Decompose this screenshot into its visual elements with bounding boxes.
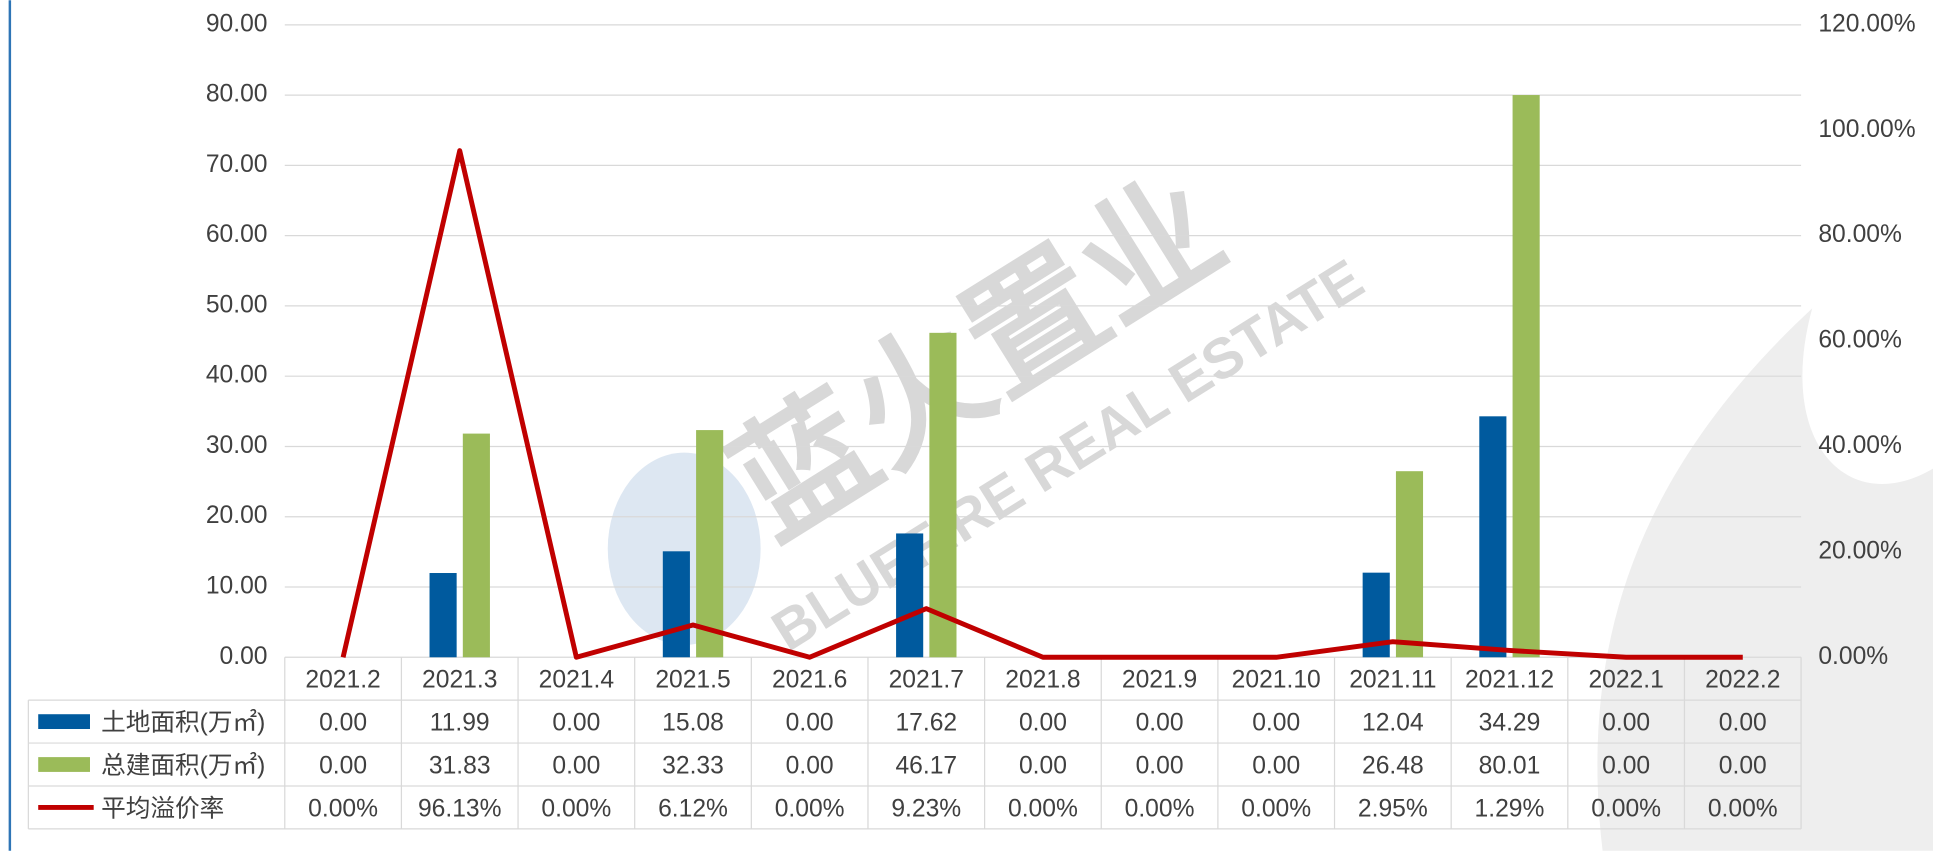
y-tick-label: 20.00	[206, 502, 268, 529]
legend-label: 土地面积(万㎡)	[101, 709, 265, 737]
y2-tick-label: 100.00%	[1818, 116, 1915, 143]
x-tick-label: 2021.10	[1232, 667, 1321, 694]
table-value: 9.23%	[891, 795, 961, 822]
table-value: 0.00%	[308, 795, 378, 822]
table-value: 0.00	[1019, 710, 1067, 737]
x-tick-label: 2021.6	[772, 667, 847, 694]
y-tick-label: 0.00	[220, 643, 268, 670]
table-value: 0.00%	[541, 795, 611, 822]
y2-tick-label: 20.00%	[1818, 537, 1902, 564]
table-value: 0.00	[1719, 752, 1767, 779]
legend-label: 总建面积(万㎡)	[101, 751, 265, 779]
y2-tick-label: 60.00%	[1818, 327, 1902, 354]
x-tick-label: 2021.12	[1465, 667, 1554, 694]
x-tick-label: 2021.5	[655, 667, 730, 694]
table-value: 0.00	[552, 752, 600, 779]
legend-label: 平均溢价率	[101, 794, 224, 822]
y-tick-label: 90.00	[206, 10, 268, 37]
table-value: 80.01	[1479, 752, 1541, 779]
bar	[696, 430, 723, 657]
table-value: 0.00%	[1241, 795, 1311, 822]
table-value: 0.00	[1252, 710, 1300, 737]
y2-tick-label: 40.00%	[1818, 432, 1902, 459]
legend-swatch	[38, 757, 90, 772]
table-value: 0.00%	[1125, 795, 1195, 822]
y-tick-label: 50.00	[206, 291, 268, 318]
x-tick-label: 2021.9	[1122, 667, 1197, 694]
table-value: 31.83	[429, 752, 491, 779]
table-value: 96.13%	[418, 795, 502, 822]
table-value: 0.00	[552, 710, 600, 737]
bar	[1513, 95, 1540, 657]
table-value: 0.00	[1602, 710, 1650, 737]
table-value: 0.00	[1019, 752, 1067, 779]
y2-tick-label: 80.00%	[1818, 221, 1902, 248]
y-tick-label: 70.00	[206, 151, 268, 178]
table-value: 46.17	[895, 752, 957, 779]
x-tick-label: 2021.11	[1349, 667, 1436, 694]
table-value: 0.00	[1136, 752, 1184, 779]
table-value: 34.29	[1479, 710, 1541, 737]
x-tick-label: 2022.2	[1705, 667, 1780, 694]
table-value: 0.00	[319, 752, 367, 779]
table-value: 0.00%	[1008, 795, 1078, 822]
x-tick-label: 2021.3	[422, 667, 497, 694]
table-value: 0.00	[1136, 710, 1184, 737]
table-value: 17.62	[895, 710, 957, 737]
table-value: 0.00%	[1591, 795, 1661, 822]
table-value: 32.33	[662, 752, 724, 779]
bar	[896, 533, 923, 657]
table-value: 11.99	[430, 710, 490, 737]
table-value: 1.29%	[1475, 795, 1545, 822]
bar	[1479, 416, 1506, 657]
table-value: 2.95%	[1358, 795, 1428, 822]
y2-tick-label: 120.00%	[1818, 10, 1915, 37]
table-value: 0.00	[319, 710, 367, 737]
table-value: 0.00%	[775, 795, 845, 822]
table-value: 15.08	[662, 710, 724, 737]
bar	[663, 551, 690, 657]
x-tick-label: 2022.1	[1588, 667, 1663, 694]
y2-tick-label: 0.00%	[1818, 643, 1888, 670]
table-value: 26.48	[1362, 752, 1424, 779]
legend-swatch	[38, 714, 90, 729]
table-value: 0.00	[786, 710, 834, 737]
table-value: 0.00	[1252, 752, 1300, 779]
table-value: 0.00	[1602, 752, 1650, 779]
bar	[463, 434, 490, 658]
x-tick-label: 2021.2	[305, 667, 380, 694]
y-tick-label: 80.00	[206, 81, 268, 108]
bar	[1396, 471, 1423, 657]
table-value: 6.12%	[658, 795, 728, 822]
x-tick-label: 2021.4	[539, 667, 614, 694]
y-tick-label: 10.00	[206, 573, 268, 600]
table-value: 12.04	[1362, 710, 1424, 737]
table-value: 0.00	[1719, 710, 1767, 737]
bar	[430, 573, 457, 657]
table-value: 0.00%	[1708, 795, 1778, 822]
x-tick-label: 2021.8	[1005, 667, 1080, 694]
y-tick-label: 40.00	[206, 362, 268, 389]
table-value: 0.00	[786, 752, 834, 779]
x-tick-label: 2021.7	[889, 667, 964, 694]
bar	[929, 333, 956, 657]
y-tick-label: 60.00	[206, 221, 268, 248]
y-tick-label: 30.00	[206, 432, 268, 459]
chart: 蓝火置业 BLUEFIRE REAL ESTATE 0.0010.0020.00…	[0, 0, 1933, 851]
